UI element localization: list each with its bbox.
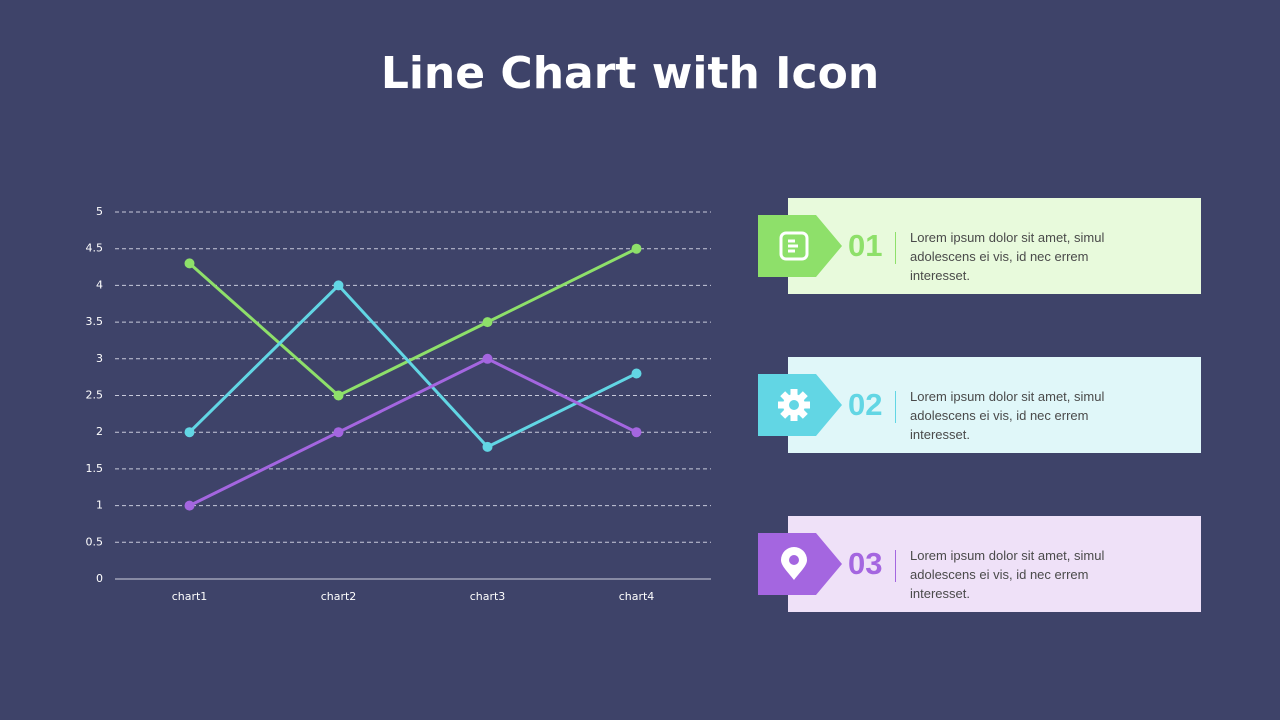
point — [333, 280, 344, 291]
point — [631, 427, 642, 438]
x-tick-label: chart4 — [619, 590, 655, 603]
chart-title: Line Chart with Icon — [381, 48, 879, 99]
point — [184, 500, 195, 511]
y-tick-label: 1.5 — [86, 462, 104, 475]
icon — [779, 231, 809, 261]
y-tick-label: 1 — [96, 499, 103, 512]
card-number: 01 — [848, 228, 883, 263]
x-tick-label: chart1 — [172, 590, 208, 603]
icon — [788, 249, 795, 253]
point — [482, 353, 493, 364]
icon — [788, 239, 795, 243]
y-tick-label: 2.5 — [86, 389, 104, 402]
icon — [790, 413, 798, 421]
y-tick-label: 5 — [96, 205, 103, 218]
divider — [895, 550, 896, 582]
divider — [895, 391, 896, 423]
y-tick-label: 4 — [96, 278, 103, 291]
card-text: Lorem ipsum dolor sit amet, simul adoles… — [910, 230, 1105, 283]
card: 02 Lorem ipsum dolor sit amet, simul adol… — [788, 357, 1201, 453]
card-text: Lorem ipsum dolor sit amet, simul adoles… — [910, 548, 1105, 601]
icon — [790, 389, 798, 397]
series-line — [188, 357, 638, 507]
card-number: 03 — [848, 546, 883, 581]
y-tick-label: 2 — [96, 425, 103, 438]
icon — [789, 555, 799, 565]
tag — [758, 533, 842, 595]
point — [333, 390, 344, 401]
card-text: Lorem ipsum dolor sit amet, simul adoles… — [910, 389, 1105, 442]
point — [631, 243, 642, 254]
tag-shape — [758, 215, 842, 277]
point — [482, 317, 493, 328]
card: 03 Lorem ipsum dolor sit amet, simul adol… — [788, 516, 1201, 612]
card-number: 02 — [848, 387, 883, 422]
y-tick-label: 3.5 — [86, 315, 104, 328]
point — [184, 258, 195, 269]
card: 01 Lorem ipsum dolor sit amet, simul adol… — [788, 198, 1201, 294]
y-tick-label: 3 — [96, 352, 103, 365]
x-tick-label: chart3 — [470, 590, 506, 603]
tag — [758, 215, 842, 277]
point — [333, 427, 344, 438]
x-tick-label: chart2 — [321, 590, 357, 603]
tag — [758, 374, 842, 436]
icon — [778, 389, 810, 421]
y-tick-label: 0 — [96, 572, 103, 585]
point — [482, 441, 493, 452]
icon — [789, 400, 799, 410]
icon — [779, 231, 809, 261]
point — [631, 368, 642, 379]
y-tick-label: 4.5 — [86, 242, 104, 255]
series-line — [188, 283, 638, 449]
divider — [895, 232, 896, 264]
icon — [788, 244, 798, 248]
point — [184, 427, 195, 438]
y-tick-label: 0.5 — [86, 535, 104, 548]
series-line — [188, 247, 638, 398]
icon — [781, 547, 807, 580]
